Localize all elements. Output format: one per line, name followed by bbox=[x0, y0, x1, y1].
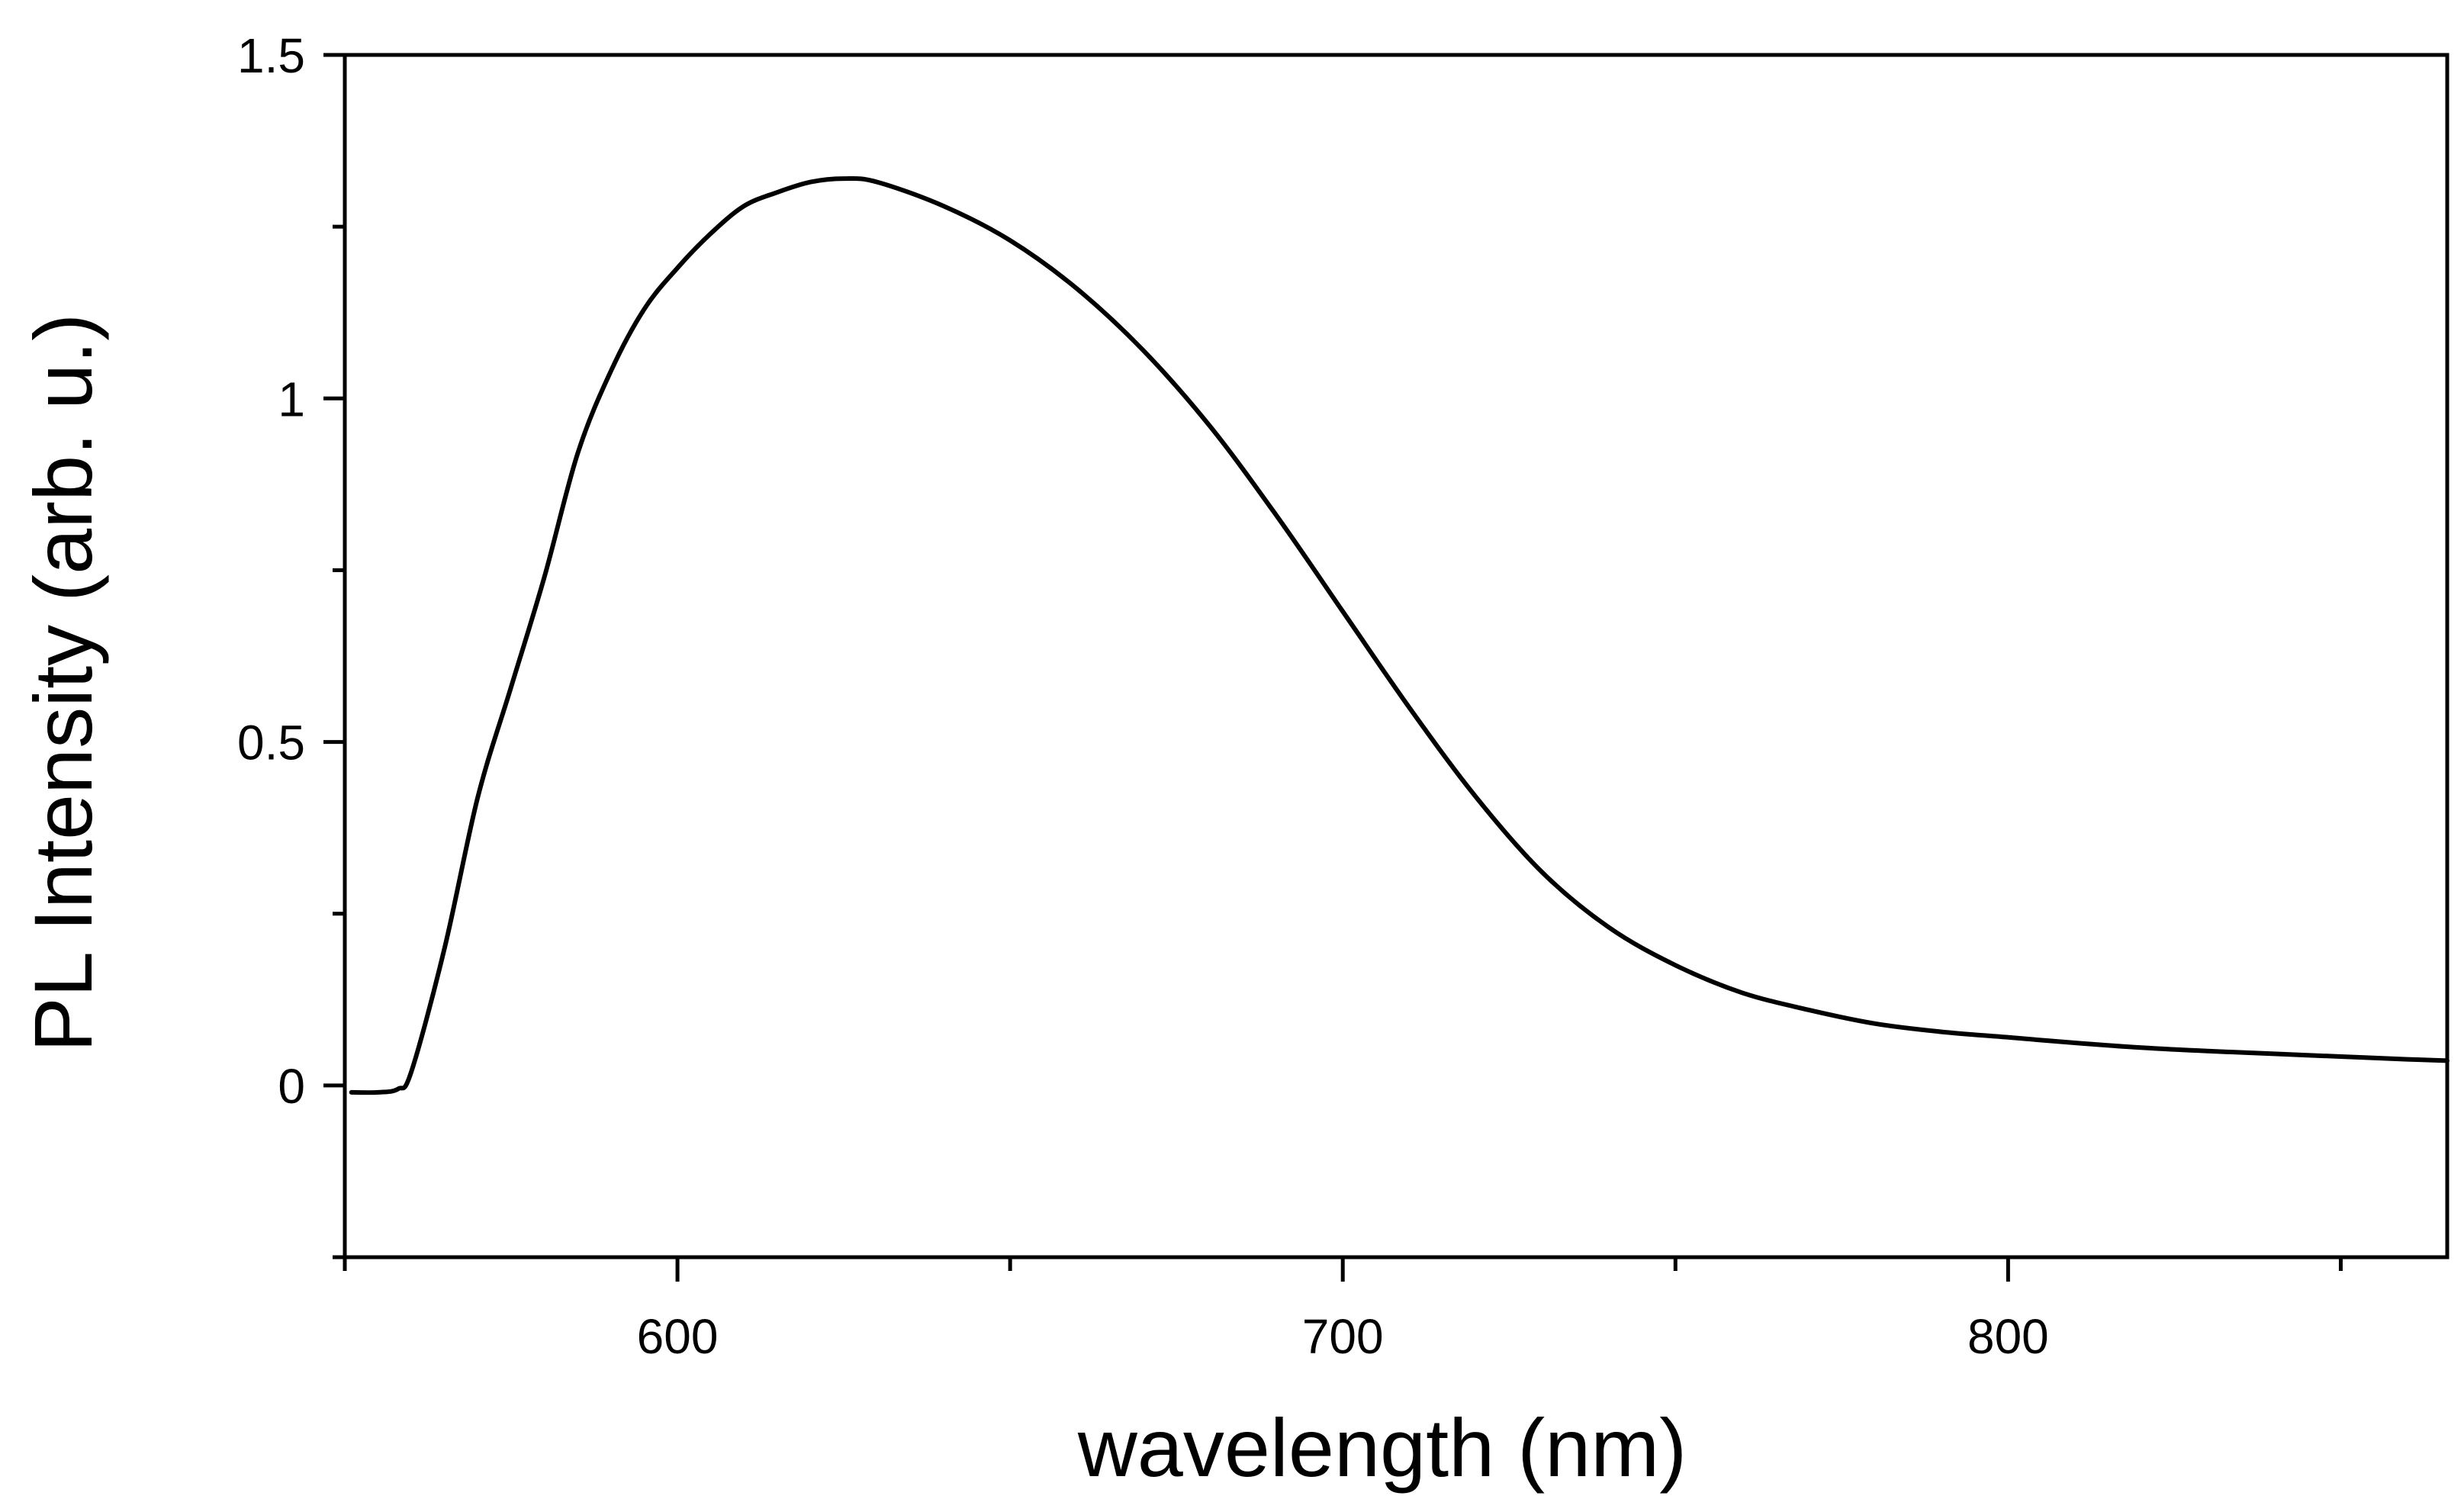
series-line-0 bbox=[349, 175, 2450, 1095]
y-tick-label-1.5: 1.5 bbox=[237, 28, 305, 83]
x-axis-title: wavelength (nm) bbox=[1077, 1401, 1687, 1494]
plot-frame bbox=[343, 53, 2450, 1259]
x-tick-label-600: 600 bbox=[637, 1309, 719, 1364]
x-tick-label-700: 700 bbox=[1302, 1309, 1384, 1364]
plot-area: 600 700 800 0 0.5 1 1.5 bbox=[237, 28, 2450, 1364]
y-axis-title: PL Intensity (arb. u.) bbox=[17, 314, 109, 1052]
y-tick-label-0.5: 0.5 bbox=[237, 716, 305, 770]
y-tick-label-1: 1 bbox=[278, 372, 305, 426]
x-tick-label-800: 800 bbox=[1967, 1309, 2049, 1364]
y-tick-label-0: 0 bbox=[278, 1059, 305, 1114]
